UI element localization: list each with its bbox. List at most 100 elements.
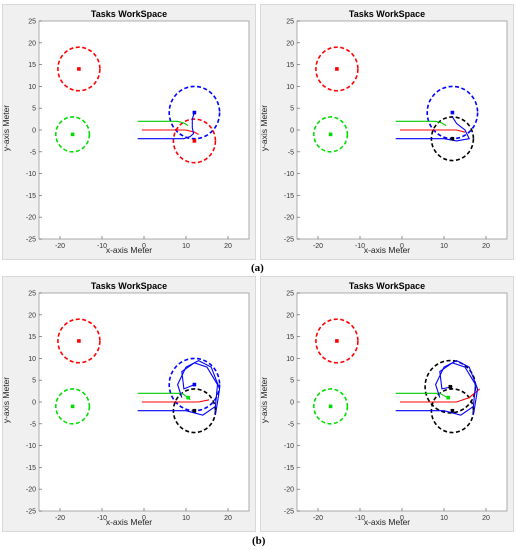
task-center-marker bbox=[448, 384, 453, 389]
y-tick-label: 20 bbox=[28, 40, 36, 47]
y-tick-label: -5 bbox=[288, 421, 294, 428]
task-center-marker bbox=[192, 382, 197, 387]
plot-area: -20 -10 0 10 20 -25 -20 -15 -10 -5 0 5 10 15 20 25 bbox=[26, 19, 250, 250]
y-tick-label: -25 bbox=[284, 237, 294, 244]
workspace-chart-a-right: Tasks WorkSpace -20 -10 0 10 20 -25 -20 -15 -10-… bbox=[259, 4, 514, 260]
x-axis-label: x-axis Meter bbox=[105, 517, 153, 527]
y-tick-label: 25 bbox=[28, 19, 36, 26]
y-axis-label: y-axis Meter bbox=[1, 104, 12, 152]
x-axis-label: x-axis Meter bbox=[363, 245, 411, 255]
y-tick-label: 20 bbox=[286, 40, 294, 47]
trajectory-path bbox=[395, 116, 471, 142]
workspace-chart-a-left: Tasks WorkSpace -20 -10 0 10 20 -25 -20 -15 -10-… bbox=[1, 4, 256, 260]
x-tick-label: 10 bbox=[182, 515, 190, 522]
plot-area: -20 -10 0 10 20 -25 -20 -15 -10 -5 0 5 10 15 20 25 bbox=[26, 291, 250, 522]
y-tick-label: 0 bbox=[290, 400, 294, 407]
task-region-circle bbox=[57, 46, 101, 92]
trajectory-path bbox=[141, 129, 199, 135]
x-tick-label: -20 bbox=[55, 515, 65, 522]
y-tick-label: -5 bbox=[30, 421, 36, 428]
x-tick-label: 20 bbox=[224, 243, 232, 250]
y-tick-label: -15 bbox=[284, 193, 294, 200]
task-region-circle bbox=[54, 116, 91, 153]
x-tick-label: 0 bbox=[400, 515, 404, 522]
y-tick-label: 15 bbox=[28, 334, 36, 341]
task-center-marker bbox=[192, 408, 197, 413]
x-axis-label: x-axis Meter bbox=[105, 245, 153, 255]
y-tick-label: 25 bbox=[286, 19, 294, 26]
plot-area: -20 -10 0 10 20 -25 -20 -15 -10 -5 0 5 10 15 20 25 bbox=[284, 19, 508, 250]
y-tick-label: -20 bbox=[284, 487, 294, 494]
trajectory-path bbox=[137, 120, 189, 127]
y-tick-label: -10 bbox=[284, 443, 294, 450]
y-tick-label: -20 bbox=[284, 215, 294, 222]
task-region-circle bbox=[312, 116, 349, 153]
task-center-marker bbox=[192, 110, 197, 115]
x-tick-label: -10 bbox=[355, 243, 365, 250]
y-tick-label: -15 bbox=[26, 193, 36, 200]
chart-title: Tasks WorkSpace bbox=[90, 9, 168, 19]
y-tick-label: 0 bbox=[32, 400, 36, 407]
task-center-marker bbox=[335, 339, 339, 343]
trajectory-path bbox=[395, 362, 477, 416]
chart-title: Tasks WorkSpace bbox=[348, 9, 426, 19]
trajectory-path bbox=[137, 362, 219, 416]
chart-title: Tasks WorkSpace bbox=[90, 281, 168, 291]
y-tick-label: 5 bbox=[32, 378, 36, 385]
y-tick-label: -5 bbox=[288, 149, 294, 156]
x-tick-label: 20 bbox=[224, 515, 232, 522]
task-center-marker bbox=[328, 404, 333, 409]
task-center-marker bbox=[77, 67, 81, 71]
y-tick-label: 25 bbox=[286, 291, 294, 298]
trajectory-path bbox=[137, 112, 195, 140]
caption-a: (a) bbox=[251, 262, 264, 274]
chart-title: Tasks WorkSpace bbox=[348, 281, 426, 291]
x-tick-label: 0 bbox=[400, 243, 404, 250]
y-tick-label: -25 bbox=[284, 509, 294, 516]
trajectory-path bbox=[141, 399, 210, 403]
task-region-circle bbox=[54, 388, 91, 425]
x-tick-label: 20 bbox=[482, 515, 490, 522]
x-tick-label: 10 bbox=[440, 515, 448, 522]
task-center-marker bbox=[77, 339, 81, 343]
task-center-marker bbox=[446, 395, 450, 400]
task-region-circle bbox=[315, 46, 359, 92]
y-tick-label: 5 bbox=[290, 378, 294, 385]
task-center-marker bbox=[70, 132, 75, 137]
y-axis-label: y-axis Meter bbox=[259, 376, 270, 424]
task-region-circle bbox=[315, 318, 359, 364]
workspace-chart-b-right: Tasks WorkSpace -20 -10 0 10 20 -25 -20 -15 -10-… bbox=[259, 276, 514, 532]
task-center-marker bbox=[335, 67, 339, 71]
y-tick-label: -10 bbox=[284, 171, 294, 178]
y-axis-label: y-axis Meter bbox=[259, 104, 270, 152]
y-tick-label: -5 bbox=[30, 149, 36, 156]
y-tick-label: 10 bbox=[286, 356, 294, 363]
task-center-marker bbox=[450, 110, 455, 115]
y-tick-label: 15 bbox=[286, 62, 294, 69]
task-center-marker bbox=[450, 136, 455, 141]
x-tick-label: 0 bbox=[142, 515, 146, 522]
x-tick-label: 10 bbox=[182, 243, 190, 250]
task-center-marker bbox=[192, 139, 197, 143]
task-center-marker bbox=[70, 404, 75, 409]
y-tick-label: 10 bbox=[286, 84, 294, 91]
task-region-circle bbox=[312, 388, 349, 425]
y-tick-label: -10 bbox=[26, 171, 36, 178]
y-tick-label: -10 bbox=[26, 443, 36, 450]
y-tick-label: 0 bbox=[290, 128, 294, 135]
task-center-marker bbox=[186, 395, 190, 400]
y-tick-label: -15 bbox=[284, 465, 294, 472]
y-tick-label: -25 bbox=[26, 237, 36, 244]
x-tick-label: -10 bbox=[97, 515, 107, 522]
plot-area: -20 -10 0 10 20 -25 -20 -15 -10 -5 0 5 10 15 20 25 bbox=[284, 291, 508, 522]
y-tick-label: -15 bbox=[26, 465, 36, 472]
trajectory-path bbox=[435, 359, 479, 416]
y-tick-label: 25 bbox=[28, 291, 36, 298]
x-axis-label: x-axis Meter bbox=[363, 517, 411, 527]
trajectory-path bbox=[399, 388, 481, 403]
x-tick-label: -20 bbox=[55, 243, 65, 250]
y-tick-label: 5 bbox=[32, 106, 36, 113]
y-tick-label: 20 bbox=[28, 312, 36, 319]
x-tick-label: -10 bbox=[355, 515, 365, 522]
task-center-marker bbox=[328, 132, 333, 137]
